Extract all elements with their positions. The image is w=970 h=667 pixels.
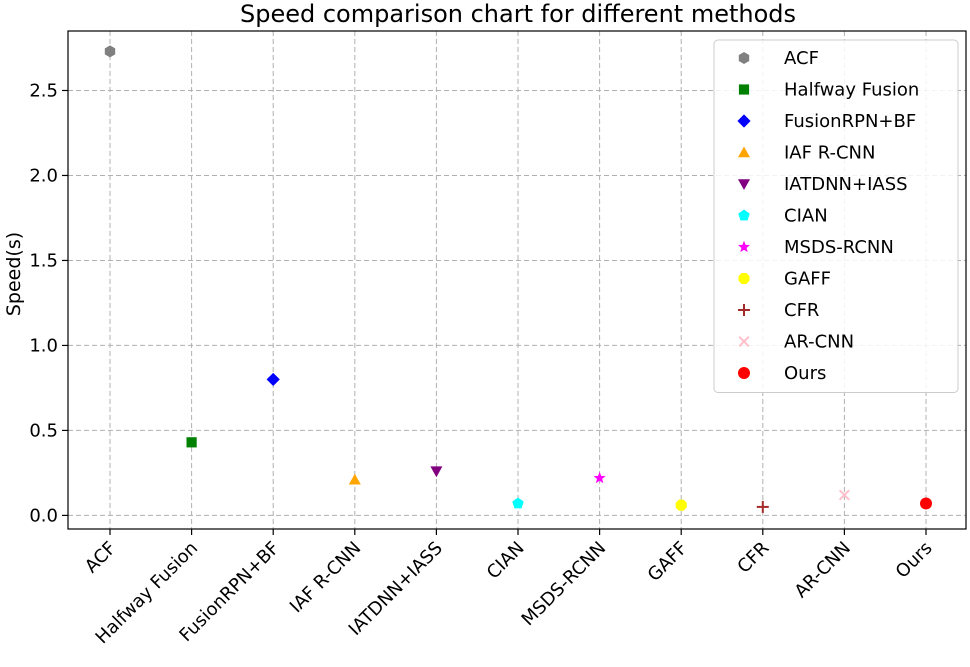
data-point-fusionrpn-bf: [266, 372, 280, 387]
legend-box: [713, 39, 959, 393]
legend-marker-cian: [738, 209, 750, 221]
legend-marker-fusionrpn-bf: [737, 114, 751, 128]
y-tick-label: 1.5: [29, 250, 58, 271]
x-tick-label: CIAN: [483, 538, 529, 584]
legend-label-halfway-fusion: Halfway Fusion: [784, 80, 919, 101]
y-tick-label: 1.0: [29, 335, 58, 356]
x-tick-label: Ours: [892, 538, 937, 583]
data-point-iatdnn-iass: [430, 466, 443, 478]
x-tick-label: ACF: [81, 538, 121, 578]
legend-marker-msds-rcnn: [738, 240, 750, 253]
legend-label-ar-cnn: AR-CNN: [784, 332, 854, 353]
x-tick-label: MSDS-RCNN: [518, 538, 611, 631]
data-point-iaf-r-cnn: [348, 473, 361, 485]
data-point-ar-cnn: [838, 489, 850, 501]
data-points: [104, 45, 932, 513]
legend: ACF Halfway Fusion FusionRPN+BF IAF R-CNN IA…: [713, 39, 959, 393]
chart-title: Speed comparison chart for different met…: [240, 0, 796, 28]
y-tick-label: 2.0: [29, 165, 58, 186]
legend-marker-iaf-r-cnn: [738, 146, 750, 158]
data-point-ours: [920, 497, 932, 510]
y-tick-label: 0.0: [29, 505, 58, 526]
y-tick-label: 2.5: [29, 80, 58, 101]
y-tick-label: 0.5: [29, 420, 58, 441]
y-axis-label: Speed(s): [3, 232, 25, 316]
data-point-cian: [512, 497, 524, 509]
data-point-acf: [104, 45, 116, 58]
x-tick-label: AR-CNN: [791, 538, 855, 602]
legend-marker-gaff: [738, 272, 750, 285]
legend-label-gaff: GAFF: [784, 269, 831, 290]
legend-label-iatdnn-iass: IATDNN+IASS: [784, 174, 908, 195]
marker-stroke: [738, 335, 750, 348]
x-tick-label: CFR: [733, 538, 773, 578]
data-point-gaff: [675, 499, 687, 511]
x-tick-label: IAF R-CNN: [286, 538, 366, 618]
marker-stroke: [838, 489, 850, 501]
legend-marker-iatdnn-iass: [738, 179, 750, 190]
data-point-msds-rcnn: [593, 471, 606, 484]
legend-marker-cfr: [738, 304, 750, 316]
x-tick-label: GAFF: [644, 538, 692, 586]
data-point-halfway-fusion: [186, 437, 197, 448]
plot-frame: [67, 30, 967, 530]
legend-label-fusionrpn-bf: FusionRPN+BF: [784, 111, 916, 132]
legend-marker-ar-cnn: [738, 335, 750, 348]
legend-marker-acf: [738, 52, 750, 64]
legend-label-iaf-r-cnn: IAF R-CNN: [784, 143, 875, 164]
legend-marker-ours: [738, 367, 750, 379]
legend-label-cian: CIAN: [784, 206, 828, 227]
legend-label-cfr: CFR: [784, 300, 819, 321]
legend-label-msds-rcnn: MSDS-RCNN: [784, 237, 894, 258]
legend-label-acf: ACF: [784, 48, 819, 69]
legend-marker-halfway-fusion: [738, 84, 750, 95]
legend-label-ours: Ours: [784, 363, 826, 384]
data-point-cfr: [756, 500, 769, 513]
